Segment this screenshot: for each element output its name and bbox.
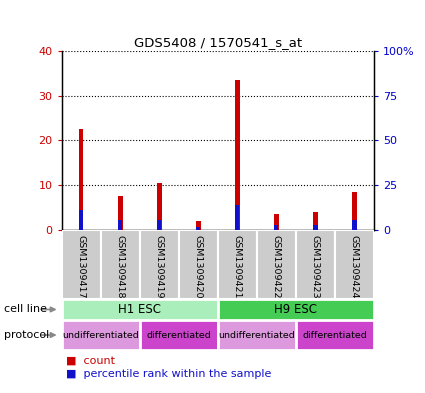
Bar [62,320,140,350]
Text: GSM1309424: GSM1309424 [350,235,359,299]
Bar [257,230,296,299]
Bar [296,320,374,350]
Bar [218,230,257,299]
Bar [352,220,357,230]
Bar [218,320,296,350]
Bar [218,299,374,320]
Bar [118,196,122,230]
Text: GSM1309422: GSM1309422 [272,235,281,299]
Text: protocol: protocol [4,330,49,340]
Bar [118,220,122,230]
Bar [335,230,374,299]
Bar [196,227,201,230]
Text: GSM1309417: GSM1309417 [76,235,86,299]
Bar [196,221,201,230]
Text: GSM1309419: GSM1309419 [155,235,164,299]
Bar [140,230,179,299]
Bar [79,129,83,230]
Bar [274,214,279,230]
Text: H9 ESC: H9 ESC [275,303,317,316]
Text: GSM1309420: GSM1309420 [194,235,203,299]
Bar [179,230,218,299]
Text: H1 ESC: H1 ESC [118,303,161,316]
Text: undifferentiated: undifferentiated [218,331,295,340]
Text: cell line: cell line [4,305,47,314]
Bar [313,226,317,230]
Text: ■  count: ■ count [66,356,115,365]
Bar [157,220,162,230]
Bar [352,192,357,230]
Text: differentiated: differentiated [303,331,367,340]
Bar [157,183,162,230]
Bar [296,230,335,299]
Bar [62,230,101,299]
Bar [79,210,83,230]
Bar [235,205,239,230]
Text: differentiated: differentiated [146,331,211,340]
Bar [101,230,140,299]
Bar [313,212,318,230]
Bar [62,299,218,320]
Text: undifferentiated: undifferentiated [62,331,139,340]
Text: GSM1309418: GSM1309418 [116,235,125,299]
Text: GSM1309421: GSM1309421 [233,235,242,299]
Text: GSM1309423: GSM1309423 [311,235,320,299]
Bar [274,224,278,230]
Title: GDS5408 / 1570541_s_at: GDS5408 / 1570541_s_at [134,35,302,48]
Text: ■  percentile rank within the sample: ■ percentile rank within the sample [66,369,271,379]
Bar [140,320,218,350]
Bar [235,80,240,230]
